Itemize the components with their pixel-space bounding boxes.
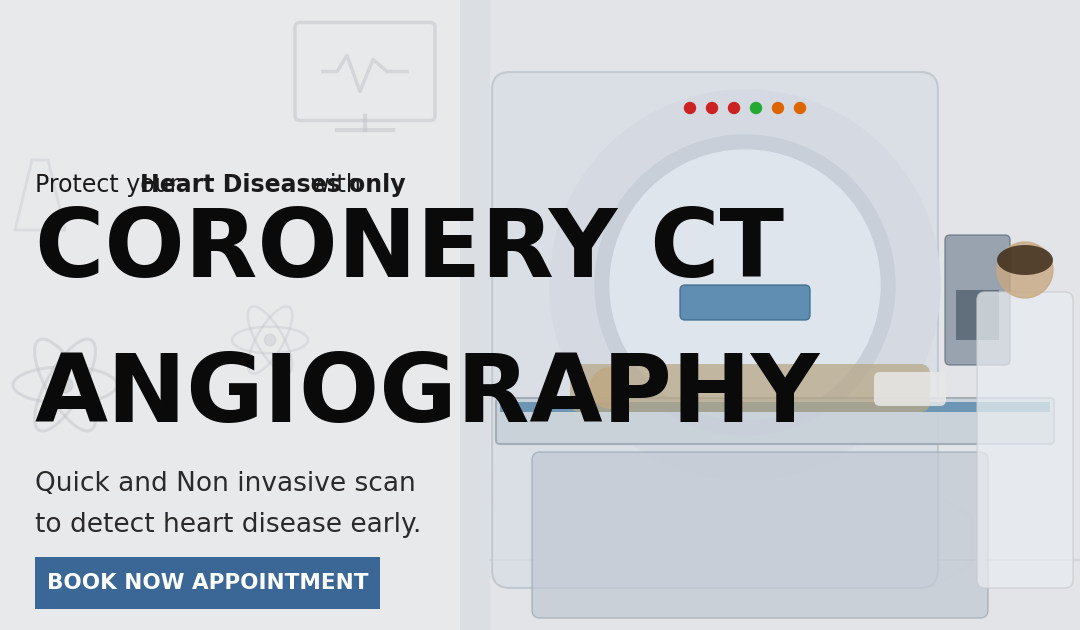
Bar: [956, 290, 999, 340]
Circle shape: [795, 103, 806, 113]
Circle shape: [772, 103, 783, 113]
FancyBboxPatch shape: [532, 452, 988, 618]
Text: with: with: [303, 173, 361, 197]
Circle shape: [997, 242, 1053, 298]
FancyBboxPatch shape: [680, 285, 810, 320]
Circle shape: [685, 103, 696, 113]
Bar: [490, 0, 1080, 630]
Text: Quick and Non invasive scan: Quick and Non invasive scan: [35, 471, 416, 498]
Ellipse shape: [997, 245, 1053, 275]
FancyBboxPatch shape: [977, 292, 1074, 588]
FancyBboxPatch shape: [945, 235, 1010, 365]
Text: to detect heart disease early.: to detect heart disease early.: [35, 512, 421, 539]
Circle shape: [590, 368, 630, 408]
Circle shape: [706, 103, 717, 113]
Circle shape: [729, 103, 740, 113]
Circle shape: [265, 335, 275, 346]
Circle shape: [595, 135, 895, 435]
FancyBboxPatch shape: [492, 72, 939, 588]
FancyBboxPatch shape: [496, 398, 1054, 444]
Text: BOOK NOW APPOINTMENT: BOOK NOW APPOINTMENT: [46, 573, 368, 593]
Circle shape: [751, 103, 761, 113]
Text: CORONERY CT: CORONERY CT: [35, 205, 784, 297]
FancyBboxPatch shape: [35, 557, 380, 609]
Circle shape: [57, 377, 72, 392]
Text: Protect your: Protect your: [35, 173, 187, 197]
Bar: [500, 402, 1050, 412]
Text: Heart Diseases only: Heart Diseases only: [140, 173, 406, 197]
FancyBboxPatch shape: [874, 372, 946, 406]
Circle shape: [550, 90, 940, 480]
Text: ANGIOGRAPHY: ANGIOGRAPHY: [35, 350, 821, 442]
Circle shape: [610, 150, 880, 420]
Bar: [460, 0, 1080, 630]
FancyBboxPatch shape: [570, 364, 930, 412]
